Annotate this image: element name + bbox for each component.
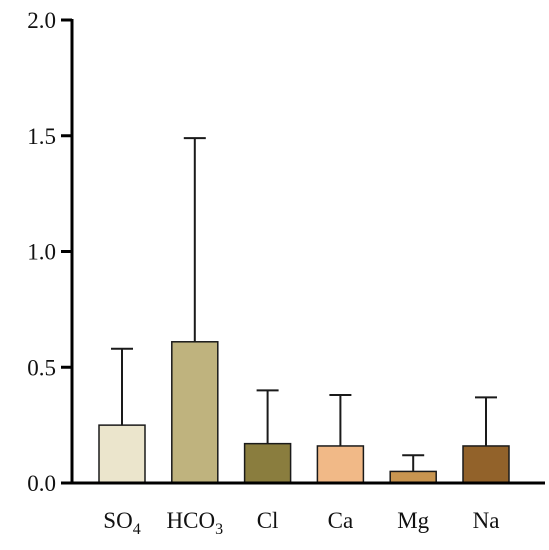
bar-mg [389, 470, 437, 484]
x-tick-label-so4: SO4 [103, 508, 140, 538]
bars [98, 341, 510, 484]
error-bars [111, 137, 497, 472]
x-tick-label-cl: Cl [257, 508, 279, 533]
x-tick-label-na: Na [473, 508, 500, 533]
bar-ca [316, 445, 365, 484]
x-tick-label-hco3: HCO3 [167, 508, 224, 538]
y-tick-label: 0.5 [27, 355, 56, 380]
y-tick-label: 2.0 [27, 8, 56, 33]
y-tick-label: 0.0 [27, 471, 56, 496]
y-tick-label: 1.5 [27, 124, 56, 149]
y-axis: 0.0 0.5 1.0 1.5 2.0 [27, 8, 74, 496]
x-tick-label-ca: Ca [328, 508, 354, 533]
bar-so4 [98, 424, 146, 484]
bar-na [462, 445, 510, 484]
category-labels: SO4 HCO3 Cl Ca Mg Na [103, 508, 499, 538]
x-tick-label-mg: Mg [397, 508, 429, 533]
y-tick-label: 1.0 [27, 240, 56, 265]
bar-cl [243, 442, 292, 484]
bar-hco3 [171, 341, 219, 484]
